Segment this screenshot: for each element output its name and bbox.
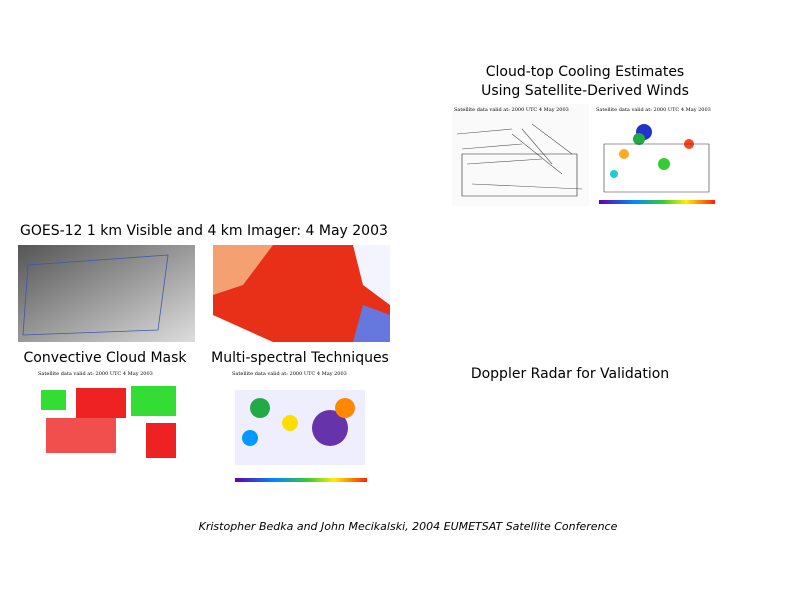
- visible-image: [18, 245, 195, 342]
- panel-caption: Multi-spectral Techniques: [211, 350, 389, 366]
- panel-caption: Convective Cloud Mask: [23, 350, 187, 366]
- mask-image: Satellite data valid at: 2000 UTC 4 May …: [36, 368, 180, 465]
- image-label: Satellite data valid at: 2000 UTC 4 May …: [38, 371, 153, 377]
- section-title: Cloud-top Cooling Estimates: [485, 64, 685, 80]
- cooling-image: Satellite data valid at: 2000 UTC 4 May …: [594, 104, 720, 210]
- section-heading: GOES-12 1 km Visible and 4 km Imager: 4 …: [20, 223, 388, 239]
- panel-caption: Doppler Radar for Validation: [470, 366, 670, 382]
- image-label: Satellite data valid at: 2000 UTC 4 May …: [596, 107, 711, 113]
- footer: Kristopher Bedka and John Mecikalski, 20…: [198, 520, 618, 533]
- image-label: Satellite data valid at: 2000 UTC 4 May …: [232, 371, 347, 377]
- image-label: Satellite data valid at: 2000 UTC 4 May …: [454, 107, 569, 113]
- imager-image: [213, 245, 390, 342]
- multispectral-image: Satellite data valid at: 2000 UTC 4 May …: [230, 368, 372, 490]
- wind-image: Satellite data valid at: 2000 UTC 4 May …: [452, 104, 589, 206]
- section-title: Using Satellite-Derived Winds: [481, 83, 689, 99]
